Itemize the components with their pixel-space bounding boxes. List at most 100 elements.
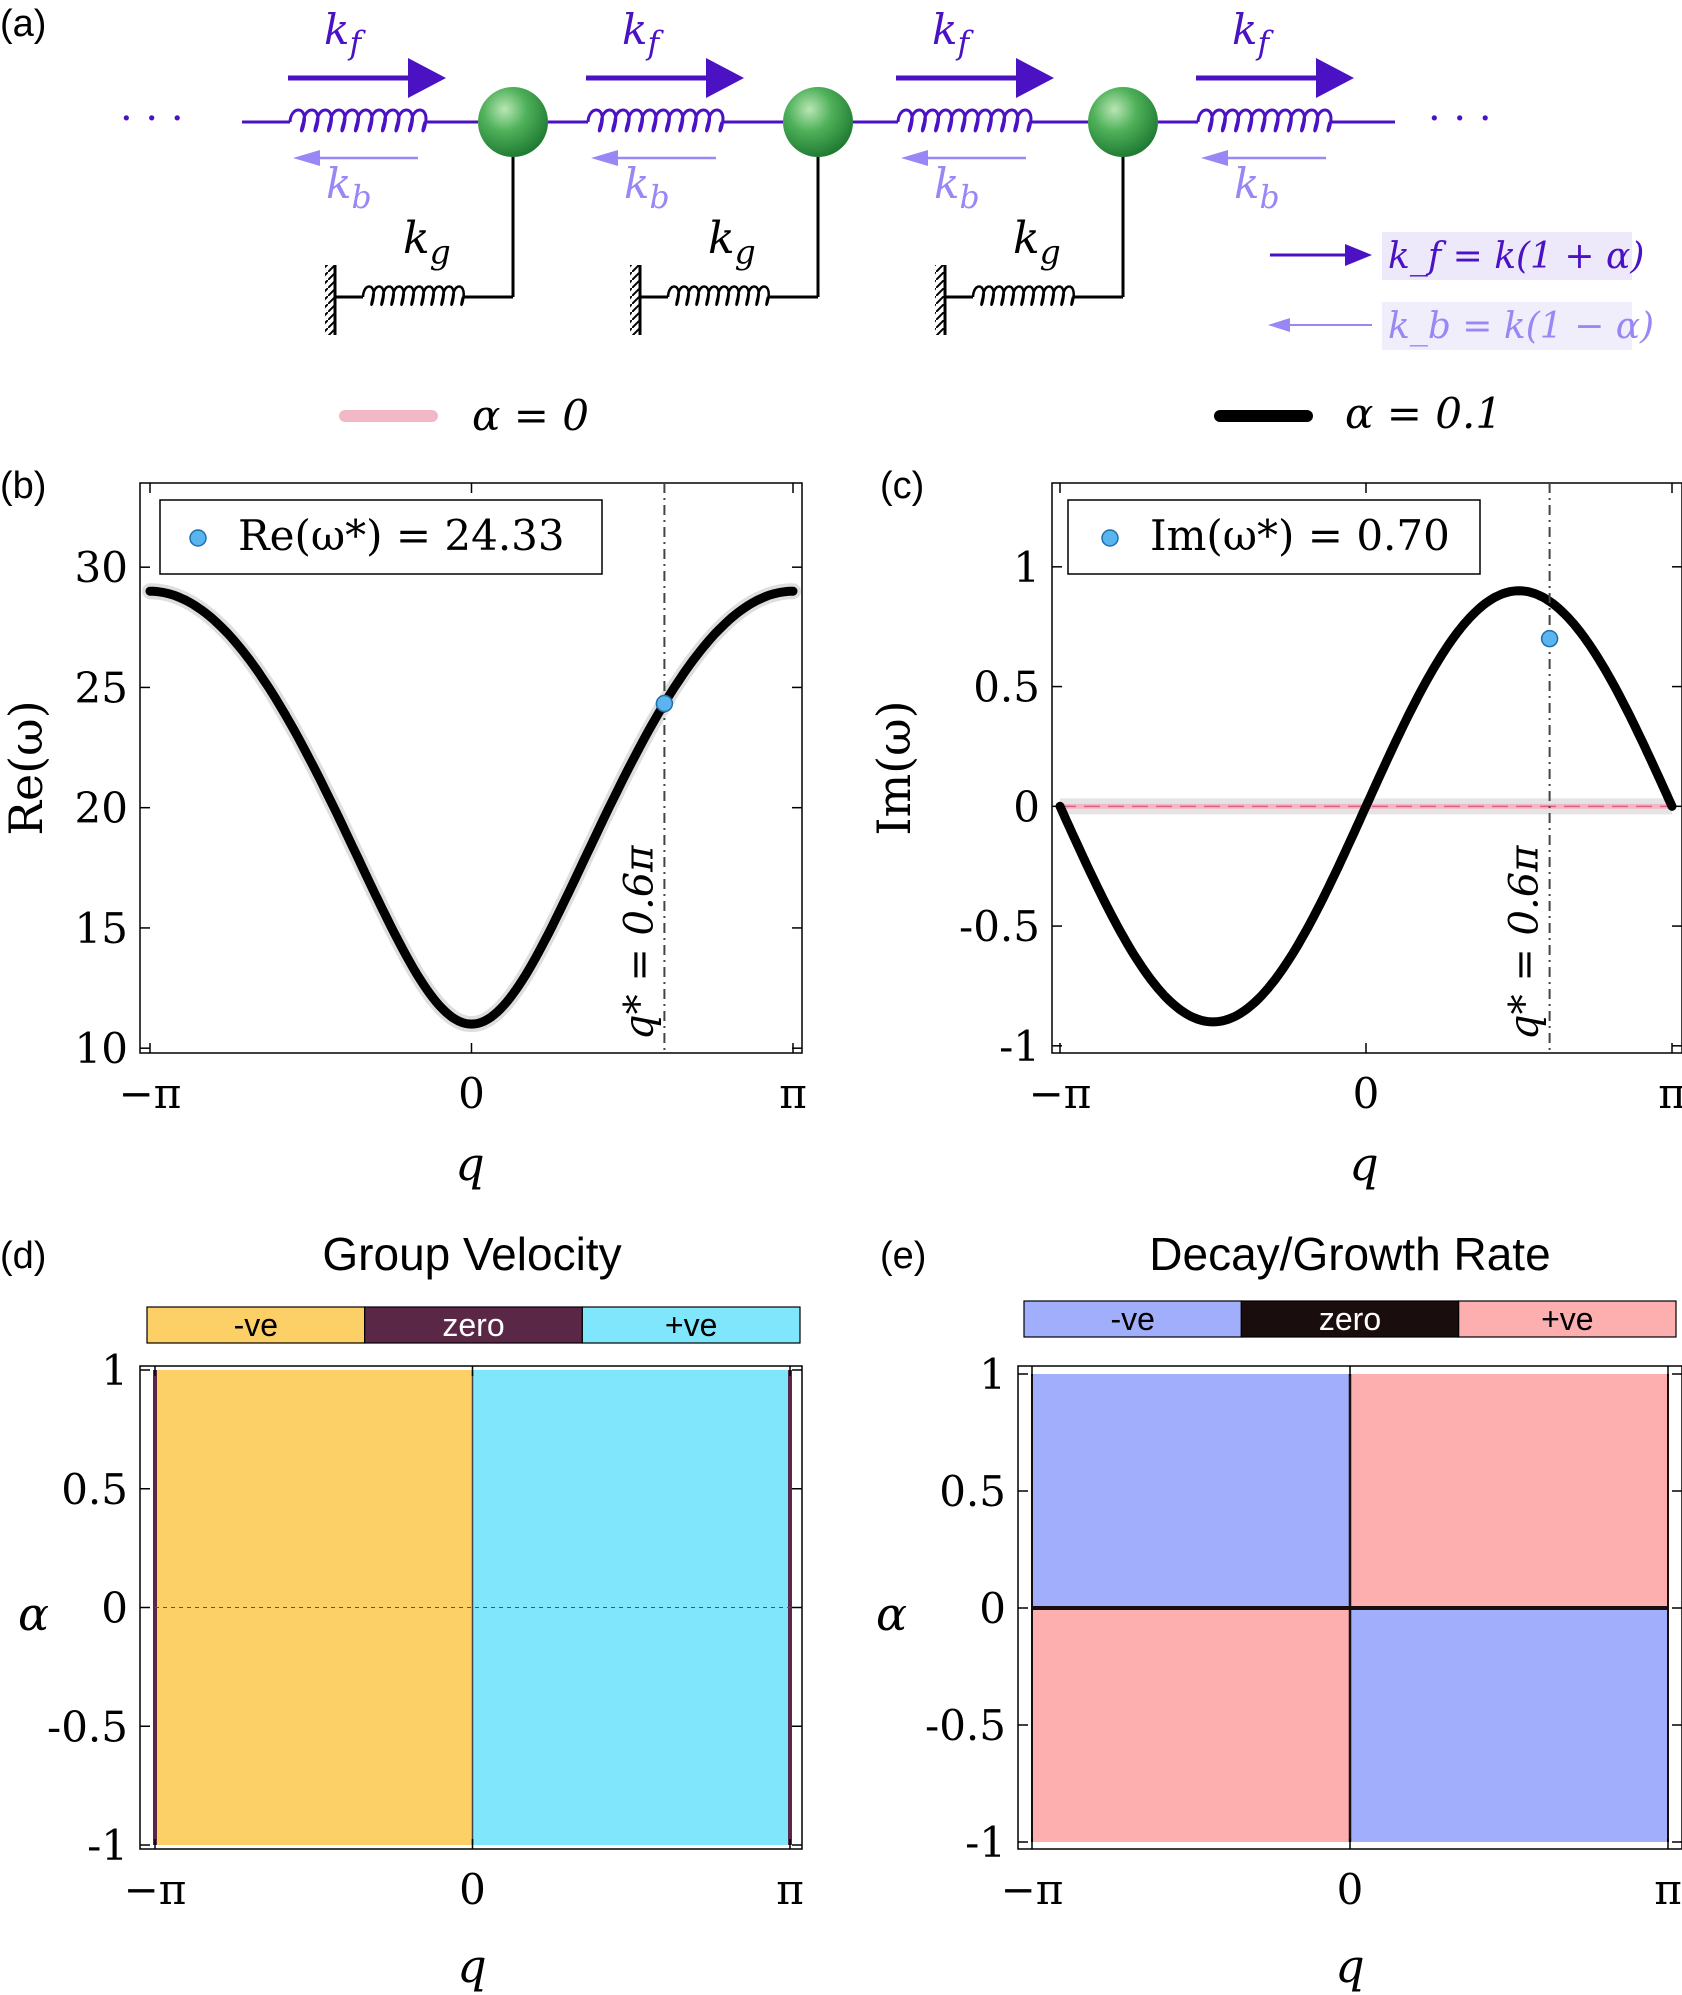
legend-alpha01-text: α = 0.1 [1345, 389, 1502, 438]
kf-spring-0 [288, 108, 428, 133]
kb-arrow-head-0 [293, 150, 320, 166]
mass-ball-1 [783, 87, 853, 157]
panel-e-label: (e) [880, 1235, 926, 1277]
panel-d-cbar-cell-2 [581, 1306, 801, 1344]
mass-ball-2 [1088, 87, 1158, 157]
panel-e-decay-growth: (e) Decay/Growth Rate -ve zero +ve −π 0 π -1 -… [876, 1228, 1682, 1993]
kg-label-0: kg [403, 213, 451, 271]
panel-c-xtick-label-0: −π [1029, 1069, 1092, 1118]
panel-c-legend-box [1067, 499, 1481, 575]
panel-b-xtick-label-2: π [779, 1069, 807, 1118]
kb-arrow-head-2 [901, 150, 928, 166]
panel-b-ytick-label-4: 30 [75, 543, 128, 592]
panel-b-legend-text: Re(ω*) = 24.33 [238, 511, 565, 560]
panel-d-heatmap [153, 1370, 792, 1845]
panel-c-legend-marker [1101, 529, 1119, 547]
ellipsis-right: · · · [1428, 96, 1492, 142]
panel-e-xtick-label-2: π [1654, 1865, 1682, 1914]
kf-eq-box [1382, 232, 1632, 280]
panel-e-heatmap [1031, 1374, 1669, 1842]
panel-c-ylabel: Im(ω) [867, 700, 921, 835]
kb-eq-arrow-head [1268, 318, 1290, 332]
panel-c-label: (c) [880, 465, 924, 507]
kg-label-1: kg [708, 213, 756, 271]
stiffness-equations: k_f = k(1 + α) k_b = k(1 − α) [1268, 232, 1654, 350]
panel-c-series-alpha01 [1055, 586, 1677, 1027]
panel-e-region-2 [1032, 1608, 1350, 1842]
panel-e-cbar-label-0: -ve [1110, 1301, 1154, 1337]
kf-spring-3 [1196, 108, 1333, 133]
panel-e-cbar-cell-0 [1023, 1300, 1242, 1338]
panel-d-ytick-label-3: 0.5 [61, 1465, 128, 1514]
panel-b-curves [142, 583, 801, 1033]
kf-label-1: kf [622, 5, 664, 62]
panel-b-xtick-label-0: −π [119, 1069, 182, 1118]
panel-e-cbar-cell-1 [1240, 1300, 1460, 1338]
panel-c-ytick-label-0: -1 [999, 1022, 1040, 1071]
panel-d-cbar-label-1: zero [442, 1307, 504, 1343]
kb-eq-box [1382, 302, 1632, 350]
panel-c-ytick-label-2: 0 [1013, 782, 1040, 831]
wall-hatch-2 [935, 265, 945, 335]
panel-e-colorbar: -ve zero +ve [1023, 1300, 1677, 1338]
kb-label-3: kb [1234, 159, 1280, 216]
panel-b-qstar-label: q* = 0.6π [616, 845, 662, 1040]
panel-c-curves [1055, 586, 1677, 1027]
panel-e-region-3 [1350, 1608, 1668, 1842]
panel-b-ticks: −π 0 π 10 15 20 25 30 [75, 483, 807, 1118]
panel-c-qstar-label: q* = 0.6π [1502, 845, 1548, 1040]
panel-e-xlabel: q [1335, 1939, 1364, 1993]
panel-e-ticks: −π 0 π -1 -0.5 0 0.5 1 [925, 1350, 1682, 1914]
panel-c-xtick-label-1: 0 [1353, 1069, 1380, 1118]
panel-b-label: (b) [0, 465, 46, 507]
kf-arrow-head-0 [408, 58, 446, 98]
kb-arrow-head-1 [591, 150, 618, 166]
panel-e-region-0 [1032, 1374, 1350, 1608]
kb-label-2: kb [934, 159, 980, 216]
panel-b-re-omega: (b) −π 0 π 10 15 20 25 30 q* = 0.6π Re(ω*) = 24… [0, 465, 807, 1191]
panel-c-legend-text: Im(ω*) = 0.70 [1150, 511, 1450, 560]
panel-b-ytick-label-2: 20 [75, 784, 128, 833]
panel-d-label: (d) [0, 1235, 46, 1277]
wall-hatch-0 [325, 265, 335, 335]
panel-b-xlabel: q [455, 1137, 484, 1191]
panel-d-ytick-label-0: -1 [87, 1821, 128, 1870]
panel-b-legend-marker [189, 529, 207, 547]
panel-d-cbar-cell-1 [364, 1306, 583, 1344]
panel-d-ticks: −π 0 π -1 -0.5 0 0.5 1 [47, 1346, 804, 1914]
kf-eq-text: k_f = k(1 + α) [1388, 236, 1644, 277]
kb-label-1: kb [624, 159, 670, 216]
kf-arrow-head-1 [706, 58, 744, 98]
kf-label-2: kf [932, 5, 974, 62]
panel-d-region-0 [155, 1370, 473, 1845]
panel-d-ytick-label-1: -0.5 [47, 1702, 128, 1751]
panel-e-title: Decay/Growth Rate [1149, 1228, 1550, 1280]
kf-eq-arrow-head [1345, 244, 1372, 266]
kb-arrow-head-3 [1201, 150, 1228, 166]
kg-spring-2 [971, 285, 1075, 307]
panel-e-cbar-cell-2 [1458, 1300, 1677, 1338]
panel-d-ytick-label-4: 1 [101, 1346, 128, 1395]
panel-d-xtick-label-0: −π [124, 1865, 187, 1914]
legend-alpha0-text: α = 0 [472, 391, 589, 440]
panel-e-cbar-label-2: +ve [1541, 1301, 1593, 1337]
kf-spring-2 [896, 108, 1033, 133]
panel-b-legend-box [159, 499, 603, 575]
panel-e-ytick-label-1: -0.5 [925, 1701, 1006, 1750]
mass-ball-0 [478, 87, 548, 157]
panel-d-group-velocity: (d) Group Velocity -ve zero +ve −π 0 π -1 -0.5… [0, 1228, 804, 1993]
panel-b-marker [655, 694, 674, 713]
panel-c-ytick-label-4: 1 [1013, 543, 1040, 592]
kf-arrow-head-2 [1016, 58, 1054, 98]
panel-c-xtick-label-2: π [1658, 1069, 1682, 1118]
panel-d-xlabel: q [457, 1939, 486, 1993]
panel-e-cbar-label-1: zero [1319, 1301, 1381, 1337]
panel-e-xtick-label-0: −π [1001, 1865, 1064, 1914]
ellipsis-left: · · · [120, 96, 184, 142]
panel-e-ytick-label-3: 0.5 [939, 1467, 1006, 1516]
panel-e-region-1 [1350, 1374, 1668, 1608]
panel-e-ytick-label-0: -1 [965, 1818, 1006, 1867]
panel-b-ytick-label-1: 15 [75, 904, 128, 953]
